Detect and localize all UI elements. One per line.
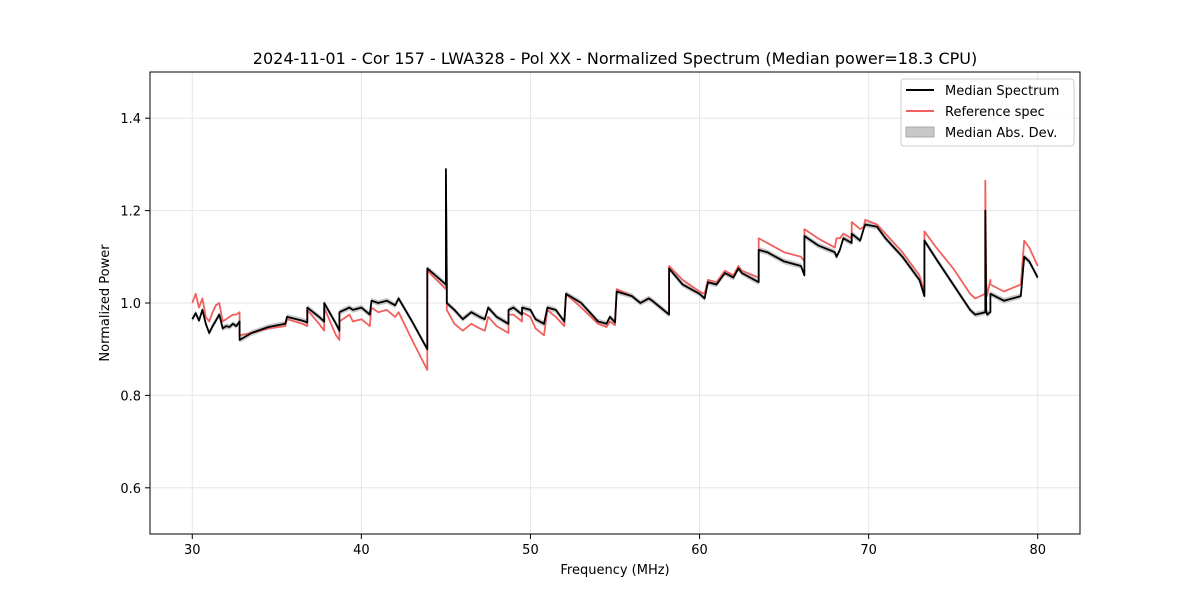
x-tick-label: 40 <box>353 543 370 558</box>
series-layer <box>191 168 1039 371</box>
legend-mad-swatch <box>905 126 935 138</box>
axis-ticks: 30 40 50 60 70 80 0.6 0.8 1.0 1.2 1.4 <box>120 112 1046 558</box>
chart-title: 2024-11-01 - Cor 157 - LWA328 - Pol XX -… <box>253 49 977 68</box>
grid <box>150 72 1080 534</box>
legend: Median Spectrum Reference spec Median Ab… <box>900 78 1075 147</box>
x-tick-label: 70 <box>860 543 877 558</box>
legend-median-label: Median Spectrum <box>945 84 1059 99</box>
y-axis-label: Normalized Power <box>98 244 113 362</box>
x-tick-label: 50 <box>522 543 539 558</box>
median-spectrum-line <box>191 168 1039 351</box>
y-tick-label: 1.2 <box>120 205 141 220</box>
x-tick-label: 30 <box>184 543 201 558</box>
legend-box <box>900 78 1075 147</box>
x-axis-label: Frequency (MHz) <box>560 563 669 578</box>
reference-spectrum-line <box>191 172 1039 371</box>
x-tick-label: 80 <box>1029 543 1046 558</box>
x-tick-label: 60 <box>691 543 708 558</box>
y-tick-label: 1.4 <box>120 112 141 127</box>
y-tick-label: 0.8 <box>120 389 141 404</box>
y-tick-label: 1.0 <box>120 297 141 312</box>
legend-reference-label: Reference spec <box>945 105 1045 120</box>
legend-mad-label: Median Abs. Dev. <box>945 126 1057 141</box>
y-tick-label: 0.6 <box>120 482 141 497</box>
